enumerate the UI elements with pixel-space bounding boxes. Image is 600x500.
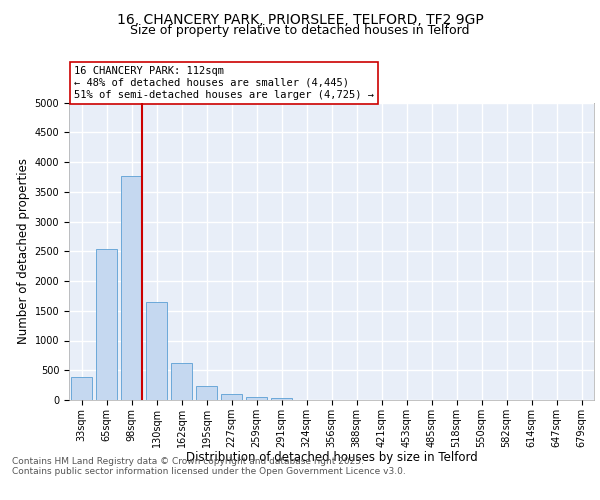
Bar (171, 363, 192, 400)
Text: 16, CHANCERY PARK, PRIORSLEE, TELFORD, TF2 9GP: 16, CHANCERY PARK, PRIORSLEE, TELFORD, T… (116, 12, 484, 26)
Bar (146, 302, 167, 400)
Bar (96, 250, 117, 400)
Bar (121, 176, 142, 400)
Y-axis label: Number of detached properties: Number of detached properties (17, 158, 31, 344)
Bar (196, 386, 217, 400)
Bar (71, 378, 92, 400)
Bar (246, 396, 267, 400)
Text: Contains public sector information licensed under the Open Government Licence v3: Contains public sector information licen… (12, 467, 406, 476)
X-axis label: Distribution of detached houses by size in Telford: Distribution of detached houses by size … (185, 452, 478, 464)
Text: Size of property relative to detached houses in Telford: Size of property relative to detached ho… (130, 24, 470, 37)
Bar (221, 394, 242, 400)
Text: Contains HM Land Registry data © Crown copyright and database right 2025.: Contains HM Land Registry data © Crown c… (12, 457, 364, 466)
Text: 16 CHANCERY PARK: 112sqm
← 48% of detached houses are smaller (4,445)
51% of sem: 16 CHANCERY PARK: 112sqm ← 48% of detach… (74, 66, 374, 100)
Bar (271, 398, 292, 400)
